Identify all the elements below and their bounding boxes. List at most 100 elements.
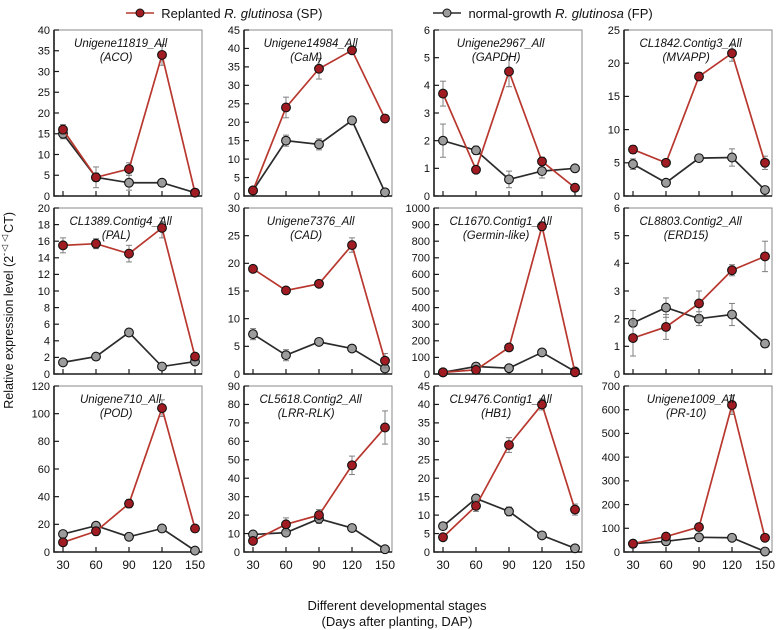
svg-text:100: 100	[602, 523, 620, 535]
svg-text:90: 90	[312, 558, 326, 572]
svg-text:30: 30	[38, 66, 50, 78]
svg-text:25: 25	[608, 25, 620, 37]
svg-text:90: 90	[122, 558, 136, 572]
svg-text:(POD): (POD)	[100, 408, 133, 420]
svg-text:10: 10	[38, 286, 50, 298]
svg-text:10: 10	[228, 154, 240, 166]
svg-text:10: 10	[228, 528, 240, 540]
svg-text:80: 80	[228, 399, 240, 411]
svg-text:25: 25	[228, 230, 240, 242]
svg-text:400: 400	[412, 302, 430, 314]
svg-text:6: 6	[614, 203, 620, 215]
svg-text:40: 40	[418, 399, 430, 411]
svg-text:120: 120	[342, 558, 362, 572]
fp-series-marker-icon	[432, 7, 462, 19]
panel-HB1: 0 5 10 15 20 25 30 35 40 45 30 60 90 120 150 CL9476.Con…	[396, 380, 586, 584]
svg-text:18: 18	[38, 219, 50, 231]
x-axis-label: Different developmental stages (Days aft…	[16, 598, 778, 630]
legend-label-sp: Replanted R. glutinosa (SP)	[161, 6, 322, 21]
svg-text:10: 10	[228, 313, 240, 325]
svg-text:30: 30	[228, 491, 240, 503]
svg-text:0: 0	[614, 547, 620, 559]
panel-ACO: 0 5 10 15 20 25 30 35 40 Unigene11819_All (ACO)	[16, 24, 206, 203]
svg-text:(GAPDH): (GAPDH)	[472, 52, 521, 64]
panel-CAD: 0 5 10 15 20 25 30 Unigene7376_All (CAD)	[206, 202, 396, 381]
svg-text:30: 30	[418, 436, 430, 448]
svg-text:(ACO): (ACO)	[100, 52, 133, 64]
svg-text:20: 20	[228, 258, 240, 270]
svg-text:Unigene710_All: Unigene710_All	[80, 394, 162, 406]
svg-text:500: 500	[602, 428, 620, 440]
svg-text:0: 0	[44, 369, 50, 380]
svg-text:35: 35	[38, 46, 50, 58]
svg-text:50: 50	[228, 455, 240, 467]
svg-text:300: 300	[602, 476, 620, 488]
svg-text:Unigene1009_All: Unigene1009_All	[647, 394, 735, 406]
chart-svg-ACO: 0 5 10 15 20 25 30 35 40 Unigene11819_All (ACO)	[38, 25, 203, 203]
svg-text:3: 3	[614, 286, 620, 298]
svg-text:45: 45	[418, 381, 430, 393]
svg-text:(PR-10): (PR-10)	[666, 408, 706, 420]
svg-text:5: 5	[234, 172, 240, 184]
svg-text:60: 60	[469, 558, 483, 572]
svg-text:6: 6	[44, 319, 50, 331]
svg-text:0: 0	[424, 547, 430, 559]
panel-POD: 0 20 40 60 80 100 120 30 60 90 120 150 Unigene710_Al…	[16, 380, 206, 584]
svg-text:(HB1): (HB1)	[481, 408, 511, 420]
chart-svg-PR-10: 0 100 200 300 400 500 600 700 30 60 90 120 150 Unigen…	[602, 381, 776, 572]
chart-svg-HB1: 0 5 10 15 20 25 30 35 40 45 30 60 90 120 150 CL9476.Con…	[418, 381, 586, 572]
y-axis-label-strip: Relative expression level (2-△△CT)	[0, 24, 17, 598]
svg-text:90: 90	[502, 558, 516, 572]
legend-fp-text-species: R. glutinosa	[555, 5, 624, 21]
svg-text:(CaM): (CaM)	[290, 52, 322, 64]
svg-text:90: 90	[692, 558, 706, 572]
svg-text:35: 35	[418, 418, 430, 430]
panel-GAPDH: 0 1 2 3 4 5 6 Unigene2967_All (GAPDH)	[396, 24, 586, 203]
svg-text:60: 60	[89, 558, 103, 572]
svg-text:16: 16	[38, 236, 50, 248]
svg-text:150: 150	[565, 558, 585, 572]
svg-text:0: 0	[44, 547, 50, 559]
svg-text:100: 100	[32, 408, 50, 420]
svg-text:(Germin-like): (Germin-like)	[463, 230, 530, 242]
svg-text:0: 0	[234, 369, 240, 380]
svg-text:2: 2	[44, 352, 50, 364]
svg-text:200: 200	[412, 336, 430, 348]
legend: Replanted R. glutinosa (SP) normal-growt…	[0, 2, 778, 24]
svg-text:600: 600	[602, 405, 620, 417]
svg-text:CL8803.Contig2_All: CL8803.Contig2_All	[639, 216, 742, 228]
panel-LRR-RLK: 0 10 20 30 40 50 60 70 80 90 30 60 90 120 150 CL5618.Co…	[206, 380, 396, 584]
svg-text:0: 0	[614, 369, 620, 380]
legend-label-fp: normal-growth R. glutinosa (FP)	[468, 6, 652, 21]
x-axis-label-line2: (Days after planting, DAP)	[321, 613, 473, 629]
svg-text:2: 2	[424, 135, 430, 147]
svg-text:CL5618.Contig2_All: CL5618.Contig2_All	[259, 394, 362, 406]
svg-text:4: 4	[424, 80, 430, 92]
svg-text:30: 30	[246, 558, 260, 572]
chart-svg-MVAPP: 0 5 10 15 20 25 CL1842.Contig3_All (MVAPP)	[608, 25, 773, 203]
svg-text:100: 100	[412, 352, 430, 364]
svg-text:4: 4	[44, 336, 50, 348]
svg-text:20: 20	[228, 117, 240, 129]
svg-text:5: 5	[614, 158, 620, 170]
svg-text:10: 10	[418, 510, 430, 522]
svg-text:15: 15	[38, 129, 50, 141]
svg-text:(PAL): (PAL)	[102, 230, 131, 242]
svg-text:300: 300	[412, 319, 430, 331]
svg-text:200: 200	[602, 499, 620, 511]
legend-fp-text-post: (FP)	[623, 5, 653, 21]
svg-text:500: 500	[412, 286, 430, 298]
svg-text:2: 2	[614, 313, 620, 325]
panel-PR-10: 0 100 200 300 400 500 600 700 30 60 90 120 150 Unigen…	[586, 380, 776, 584]
y-axis-label: Relative expression level (2-△△CT)	[0, 212, 17, 410]
svg-text:150: 150	[375, 558, 395, 572]
chart-svg-POD: 0 20 40 60 80 100 120 30 60 90 120 150 Unigene710_Al…	[32, 381, 206, 572]
panel-CaM: 0 5 10 15 20 25 30 35 40 45 Unigene14984_All (CaM)	[206, 24, 396, 203]
svg-text:15: 15	[608, 91, 620, 103]
svg-text:5: 5	[614, 230, 620, 242]
svg-text:20: 20	[228, 510, 240, 522]
svg-text:5: 5	[424, 52, 430, 64]
svg-text:40: 40	[228, 43, 240, 55]
svg-text:10: 10	[608, 124, 620, 136]
